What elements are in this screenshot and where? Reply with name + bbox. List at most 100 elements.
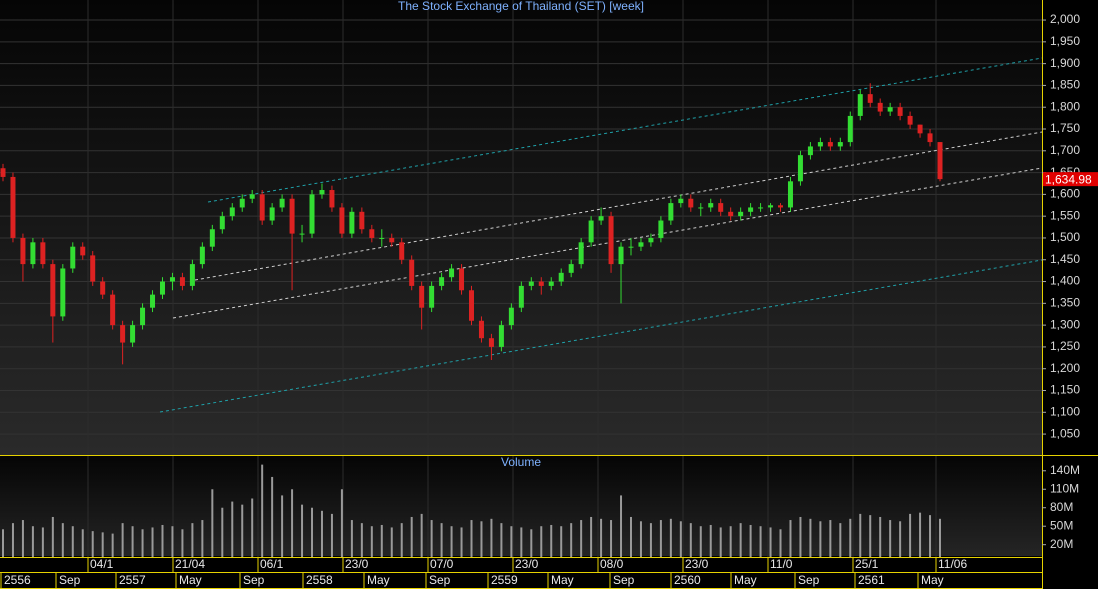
- volume-bar: [929, 515, 932, 557]
- date-label: 11/0: [770, 557, 793, 571]
- date-label: 04/1: [90, 557, 114, 571]
- y-tick-label: 1,300: [1050, 317, 1080, 331]
- volume-bar: [241, 504, 244, 557]
- candle-body: [668, 203, 674, 221]
- volume-bar: [749, 524, 752, 557]
- candle-body: [179, 277, 185, 286]
- volume-bar: [450, 526, 453, 557]
- volume-bar: [201, 520, 204, 557]
- candle-body: [877, 102, 883, 112]
- candle-body: [827, 142, 833, 147]
- volume-bar: [31, 526, 34, 557]
- candle-body: [369, 229, 375, 238]
- volume-bar: [350, 520, 353, 557]
- y-tick-label: 1,850: [1050, 78, 1080, 92]
- trend-line: [159, 259, 1043, 413]
- volume-bar: [301, 504, 304, 557]
- volume-bar: [610, 520, 613, 557]
- candle-body: [199, 246, 205, 265]
- candle-body: [419, 285, 425, 308]
- candle-body: [498, 325, 504, 347]
- date-label: 07/0: [430, 557, 454, 571]
- trend-line: [172, 167, 1043, 319]
- date-label: 06/1: [260, 557, 284, 571]
- y-tick-label: 1,150: [1050, 383, 1080, 397]
- volume-bar: [171, 526, 174, 557]
- candle-body: [269, 207, 275, 221]
- candle-body: [917, 124, 923, 134]
- period-label: 2561: [858, 573, 885, 587]
- candle-body: [857, 94, 863, 116]
- volume-bar: [550, 524, 553, 557]
- volume-bar: [81, 529, 84, 557]
- volume-bar: [719, 527, 722, 557]
- volume-bar: [859, 513, 862, 557]
- candle-body: [628, 246, 634, 248]
- volume-bar: [669, 518, 672, 557]
- volume-bar: [181, 529, 184, 557]
- volume-bar: [899, 521, 902, 557]
- volume-bar: [151, 527, 154, 557]
- axis-panel: [1042, 0, 1098, 589]
- period-label: 2560: [674, 573, 701, 587]
- volume-bar: [530, 529, 533, 557]
- volume-bar: [430, 520, 433, 557]
- volume-bar: [340, 489, 343, 557]
- candle-body: [80, 246, 86, 256]
- candle-body: [110, 294, 116, 326]
- volume-bar: [879, 516, 882, 557]
- candle-body: [169, 277, 175, 282]
- volume-bar: [131, 526, 134, 557]
- volume-bar: [41, 527, 44, 557]
- candle-body: [768, 205, 774, 208]
- volume-bar: [380, 524, 383, 557]
- y-tick-label: 1,800: [1050, 99, 1080, 113]
- candle-body: [518, 285, 524, 308]
- candle-body: [409, 259, 415, 286]
- candle-body: [429, 285, 435, 308]
- candle-body: [718, 203, 724, 212]
- candle-body: [349, 211, 355, 234]
- candle-body: [738, 211, 744, 217]
- candle-body: [648, 237, 654, 243]
- volume-bar: [580, 520, 583, 557]
- volume-bar: [869, 515, 872, 557]
- candle-body: [189, 264, 195, 286]
- y-tick-label: 2,000: [1050, 12, 1080, 26]
- volume-bar: [520, 527, 523, 557]
- candle-body: [259, 194, 265, 221]
- candle-body: [588, 220, 594, 243]
- volume-bar: [699, 526, 702, 557]
- period-label: 2556: [4, 573, 31, 587]
- y-tick-label: 1,100: [1050, 404, 1080, 418]
- volume-bar: [311, 507, 314, 557]
- candle-body: [150, 294, 156, 308]
- volume-bar: [211, 489, 214, 557]
- volume-bar: [231, 501, 234, 557]
- candle-body: [209, 229, 215, 247]
- candle-body: [449, 268, 455, 278]
- volume-bar: [639, 521, 642, 557]
- candle-body: [339, 207, 345, 234]
- candle-body: [30, 242, 36, 265]
- volume-bar: [590, 516, 593, 557]
- y-tick-label: 1,400: [1050, 274, 1080, 288]
- candle-body: [439, 277, 445, 286]
- candle-body: [787, 181, 793, 208]
- volume-bar: [809, 518, 812, 557]
- y-tick-label: 1,450: [1050, 252, 1080, 266]
- candle-body: [249, 194, 255, 199]
- volume-bar: [819, 521, 822, 557]
- candle-body: [608, 216, 614, 265]
- candle-body: [40, 242, 46, 265]
- volume-bar: [659, 520, 662, 557]
- candle-body: [359, 211, 365, 230]
- period-label: May: [367, 573, 390, 587]
- candle-body: [130, 325, 136, 343]
- y-tick-label: 140M: [1050, 463, 1080, 477]
- candle-body: [748, 207, 754, 212]
- volume-bar: [779, 529, 782, 557]
- volume-bar: [261, 464, 264, 557]
- volume-bar: [440, 523, 443, 557]
- volume-bar: [470, 520, 473, 557]
